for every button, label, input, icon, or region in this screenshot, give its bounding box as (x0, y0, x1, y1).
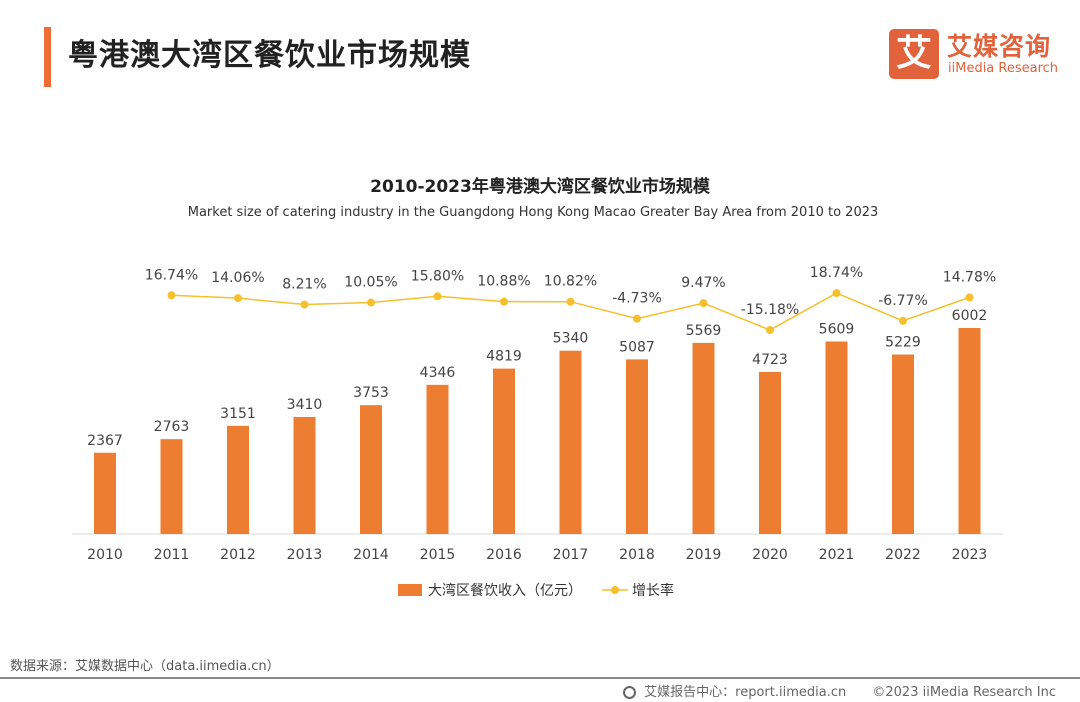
bar-label-2013: 3410 (287, 397, 323, 413)
bar-label-2012: 3151 (220, 406, 256, 422)
growth-label-2014: 10.05% (344, 275, 397, 291)
bar-label-2011: 2763 (154, 419, 190, 435)
growth-point-2023 (965, 293, 974, 302)
growth-point-2011 (167, 291, 176, 300)
growth-point-2022 (899, 316, 907, 325)
footer: 艾媒报告中心：report.iimedia.cn ©2023 iiMedia R… (619, 681, 1056, 700)
bar-label-2015: 4346 (420, 365, 456, 381)
growth-point-2012 (234, 294, 242, 303)
growth-label-2012: 14.06% (211, 270, 264, 286)
growth-point-2015 (433, 292, 442, 301)
bar-2010 (94, 452, 116, 534)
growth-point-2017 (566, 297, 575, 306)
footer-copyright: ©2023 iiMedia Research Inc (872, 685, 1056, 700)
chart-subtitle: Market size of catering industry in the … (187, 205, 879, 220)
x-tick-2012: 2012 (220, 547, 256, 563)
bar-label-2014: 3753 (353, 385, 389, 401)
bar-label-2022: 5229 (885, 335, 921, 351)
x-tick-2020: 2020 (752, 547, 788, 563)
growth-label-2018: -4.73% (612, 291, 662, 307)
brand-logo: 艾 艾媒咨询 iiMedia Research (889, 29, 1064, 81)
x-tick-2014: 2014 (353, 547, 389, 563)
globe-icon (623, 686, 637, 699)
growth-label-2019: 9.47% (681, 275, 725, 291)
bar-label-2021: 5609 (819, 321, 855, 337)
logo-mark: 艾 (889, 29, 939, 79)
x-tick-2018: 2018 (619, 547, 655, 563)
bar-2022 (892, 354, 914, 534)
growth-point-2016 (500, 297, 508, 306)
chart-title: 2010-2023年粤港澳大湾区餐饮业市场规模 (370, 177, 710, 197)
logo-cn: 艾媒咨询 (947, 32, 1052, 61)
bar-label-2016: 4819 (486, 349, 522, 365)
x-tick-2010: 2010 (87, 547, 123, 563)
growth-label-2020: -15.18% (741, 302, 799, 318)
growth-point-2019 (699, 299, 708, 308)
x-tick-2019: 2019 (686, 547, 722, 563)
growth-label-2011: 16.74% (145, 267, 198, 283)
growth-point-2018 (633, 314, 641, 323)
bar-label-2017: 5340 (553, 331, 589, 347)
bar-label-2020: 4723 (752, 352, 788, 368)
bar-label-2010: 2367 (87, 433, 123, 449)
data-source: 数据来源：艾媒数据中心（data.iimedia.cn） (10, 659, 280, 674)
x-tick-2023: 2023 (952, 547, 988, 563)
x-tick-2022: 2022 (885, 547, 921, 563)
growth-point-2020 (766, 326, 774, 335)
bar-2021 (825, 341, 848, 534)
legend-line-label: 增长率 (632, 582, 674, 599)
bar-label-2019: 5569 (686, 323, 722, 339)
bar-2018 (626, 359, 648, 534)
growth-label-2016: 10.88% (477, 274, 530, 290)
growth-point-2013 (300, 300, 309, 309)
bar-2013 (293, 416, 316, 534)
page-title: 粤港澳大湾区餐饮业市场规模 (68, 38, 471, 73)
x-tick-2021: 2021 (819, 547, 855, 563)
bar-2019 (692, 342, 715, 534)
footer-report-link[interactable]: 艾媒报告中心：report.iimedia.cn (644, 685, 847, 700)
bar-label-2023: 6002 (952, 308, 988, 324)
growth-label-2013: 8.21% (282, 277, 326, 293)
bar-2015 (426, 384, 449, 534)
growth-point-2014 (367, 298, 375, 307)
growth-label-2021: 18.74% (810, 265, 863, 281)
bar-2023 (958, 328, 981, 534)
x-tick-2017: 2017 (553, 547, 589, 563)
growth-point-2021 (832, 289, 841, 298)
x-tick-2016: 2016 (486, 547, 522, 563)
title-accent-bar (44, 27, 51, 87)
legend-bar-swatch (398, 584, 422, 596)
logo-en: iiMedia Research (948, 61, 1059, 76)
x-tick-2015: 2015 (420, 547, 456, 563)
chart: 2367 2010 2763 2011 3151 2012 3410 2013 3753 2014… (72, 265, 1003, 599)
bar-2020 (759, 371, 781, 534)
x-tick-2011: 2011 (154, 547, 190, 563)
growth-label-2023: 14.78% (943, 269, 996, 285)
bar-2012 (227, 425, 249, 534)
bar-label-2018: 5087 (619, 339, 655, 355)
bar-2011 (160, 439, 183, 534)
legend-line-marker (611, 586, 619, 594)
bar-2014 (360, 405, 382, 534)
footer-divider (0, 677, 1080, 679)
bar-2016 (493, 368, 515, 534)
x-tick-2013: 2013 (287, 547, 323, 563)
growth-label-2017: 10.82% (544, 274, 597, 290)
growth-label-2022: -6.77% (878, 293, 928, 309)
bar-2017 (559, 350, 582, 534)
growth-label-2015: 15.80% (411, 268, 464, 284)
legend-bar-label: 大湾区餐饮收入（亿元） (428, 582, 582, 599)
